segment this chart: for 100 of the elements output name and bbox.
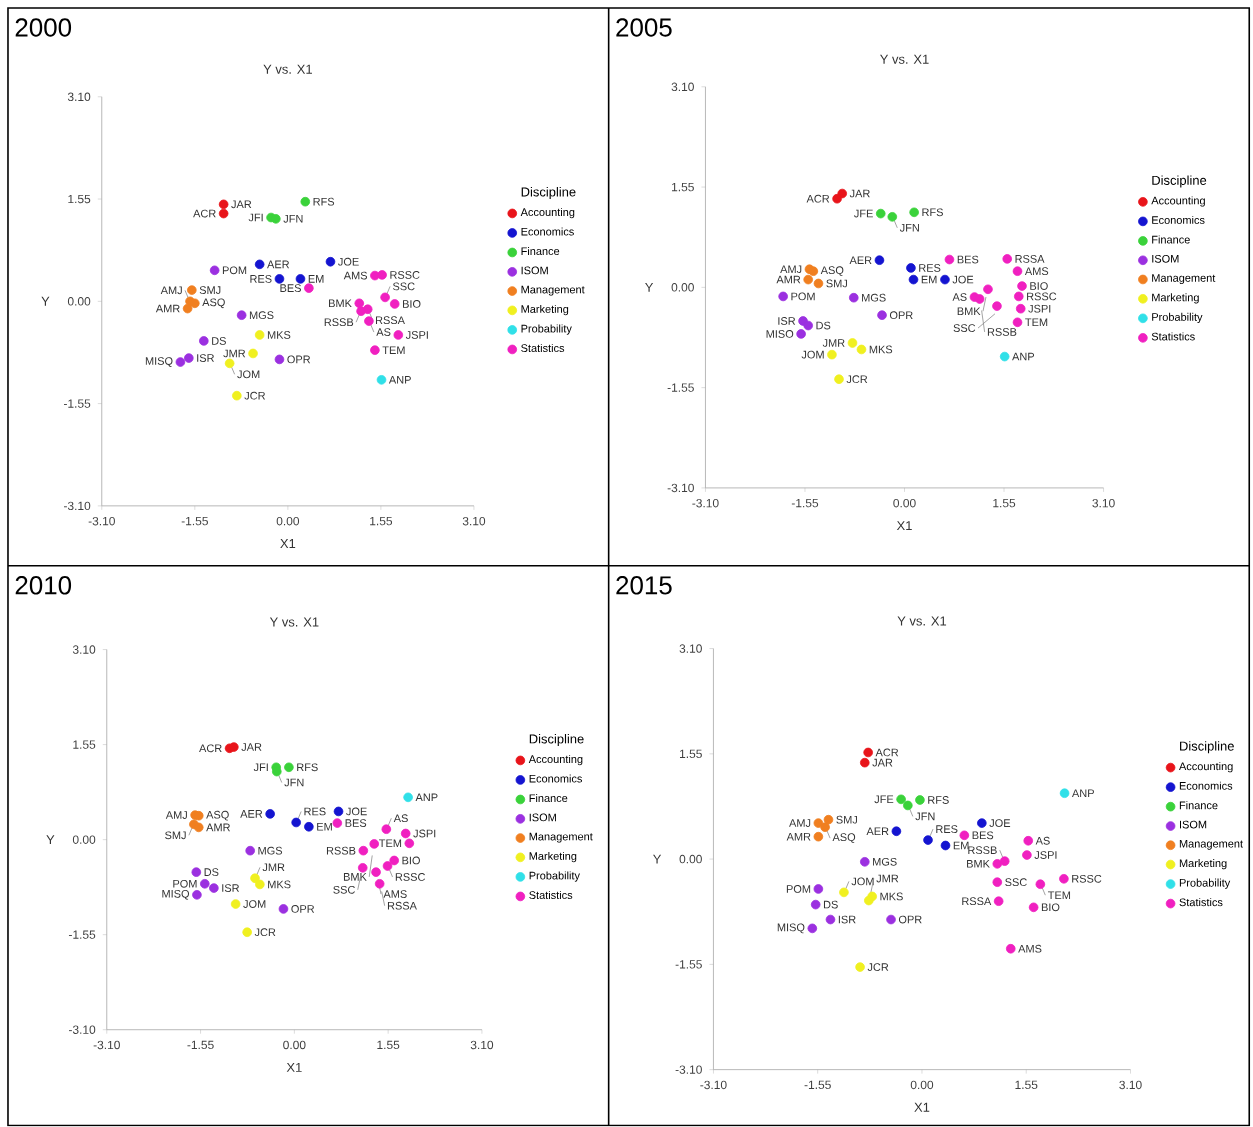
chart-title: 2010 — [15, 576, 72, 595]
annotation: JFI — [248, 213, 263, 222]
annotation: RSSB — [987, 328, 1017, 337]
x-tick-label: 1.55 — [370, 517, 393, 526]
y-tick-label: 0.00 — [67, 297, 91, 306]
legend-label: Economics — [1152, 216, 1205, 225]
annotation: AER — [849, 256, 872, 265]
annotation: AS — [376, 328, 391, 337]
x-tick-label: 0.00 — [910, 1080, 934, 1090]
x-tick-label: 3.10 — [1092, 499, 1115, 508]
y-tick-label: -1.55 — [63, 399, 91, 409]
annotation: TEM — [382, 346, 405, 355]
annotation: RSSA — [375, 316, 405, 325]
x-tick-label: -1.55 — [791, 499, 819, 508]
annotation: JFN — [283, 215, 303, 223]
chart-title: 2015 — [616, 576, 672, 595]
y-tick-label: 0.00 — [671, 283, 694, 292]
x-axis-title: X1 — [286, 1063, 302, 1073]
y-tick-label: 3.10 — [679, 644, 702, 654]
annotation: BMK — [343, 873, 367, 881]
annotation: POM — [173, 880, 197, 888]
annotation: JAR — [241, 743, 262, 752]
annotation: SSC — [953, 324, 976, 333]
annotation: MGS — [873, 858, 897, 866]
annotation: JMR — [223, 349, 246, 358]
annotation: JFE — [854, 210, 873, 218]
annotation: EM — [308, 275, 324, 283]
legend-label: Finance — [1179, 801, 1218, 810]
annotation: RES — [936, 825, 958, 834]
annotation: ACR — [199, 744, 222, 753]
annotation: AS — [393, 814, 408, 823]
annotation: DS — [212, 337, 226, 346]
chart-subtitle: Y vs. X1 — [897, 616, 947, 626]
x-tick-label: 0.00 — [276, 517, 300, 526]
legend-label: Statistics — [529, 891, 573, 900]
annotation: BES — [957, 255, 979, 264]
annotation: ISR — [778, 317, 796, 326]
annotation: ANP — [1012, 353, 1035, 361]
y-tick-label: 1.55 — [68, 195, 91, 204]
annotation: DS — [204, 868, 219, 877]
annotation: EM — [921, 276, 937, 284]
annotation: RSSC — [395, 873, 425, 882]
annotation: JSPI — [1028, 305, 1051, 313]
annotation: RSSB — [326, 847, 356, 855]
legend-title: Discipline — [1152, 175, 1207, 188]
annotation: ASQ — [206, 811, 229, 821]
y-axis-title: Y — [46, 835, 55, 845]
x-axis-title: X1 — [280, 539, 296, 549]
annotation: BES — [972, 831, 994, 840]
annotation: AS — [1035, 837, 1050, 845]
x-tick-label: 0.00 — [893, 499, 916, 508]
annotation: AMS — [383, 890, 407, 899]
x-tick-label: -1.55 — [187, 1041, 214, 1050]
annotation: RSSB — [324, 318, 354, 327]
annotation: MKS — [268, 880, 291, 889]
annotation: ASQ — [820, 266, 844, 277]
annotation: OPR — [898, 915, 922, 924]
x-axis-title: X1 — [914, 1103, 930, 1113]
annotation: AMS — [343, 271, 368, 280]
y-tick-label: -3.10 — [675, 1065, 702, 1075]
legend-label: Probability — [529, 871, 580, 882]
annotation: BMK — [329, 299, 352, 308]
legend-label: ISOM — [1179, 820, 1207, 829]
annotation: JFN — [284, 778, 304, 787]
legend-label: Management — [529, 833, 593, 843]
annotation: JCR — [244, 392, 266, 400]
annotation: AMS — [1024, 267, 1049, 276]
legend-title: Discipline — [1180, 741, 1234, 754]
y-tick-label: 0.00 — [679, 855, 702, 864]
annotation: ANP — [388, 376, 411, 384]
annotation: AMJ — [789, 819, 811, 828]
legend-title: Discipline — [529, 734, 584, 747]
annotation: MGS — [862, 294, 886, 302]
x-tick-label: -3.10 — [692, 499, 719, 508]
annotation: POM — [791, 292, 815, 301]
y-axis-title: Y — [41, 297, 50, 307]
annotation: OPR — [291, 905, 315, 914]
x-tick-label: 0.00 — [283, 1041, 306, 1050]
y-tick-label: 1.55 — [73, 740, 96, 750]
chart-subtitle: Y vs. X1 — [880, 54, 929, 65]
annotation: RSSA — [962, 897, 992, 906]
annotation: SMJ — [826, 279, 847, 288]
annotation: MISQ — [145, 357, 173, 368]
annotation: ACR — [193, 209, 216, 218]
annotation: BMK — [957, 307, 981, 316]
annotation: POM — [786, 885, 811, 894]
annotation: JMR — [876, 875, 899, 883]
legend-title: Discipline — [521, 187, 576, 200]
annotation: ASQ — [202, 298, 225, 309]
annotation: ACR — [806, 195, 830, 203]
annotation: RFS — [313, 198, 335, 206]
annotation: AER — [866, 827, 889, 836]
annotation: MKS — [880, 892, 903, 901]
y-tick-label: 0.00 — [72, 835, 96, 845]
annotation: JSPI — [1034, 851, 1057, 860]
annotation: BIO — [1030, 282, 1048, 291]
x-tick-label: 1.55 — [1015, 1080, 1038, 1090]
annotation: BIO — [402, 856, 420, 865]
legend-label: ISOM — [1152, 255, 1179, 263]
chart-subtitle: Y vs. X1 — [269, 617, 319, 627]
